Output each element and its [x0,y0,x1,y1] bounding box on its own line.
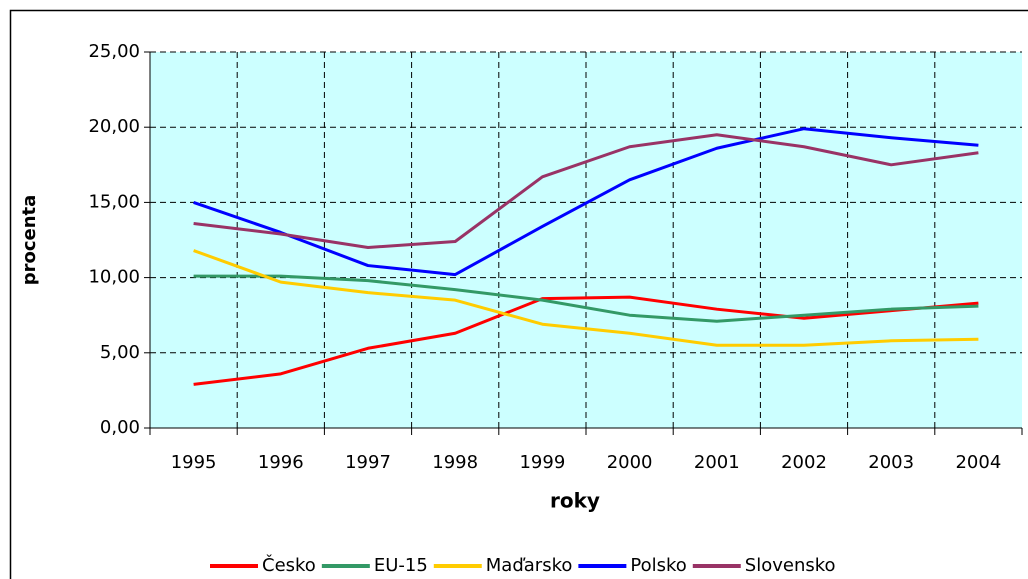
x-tick-label: 1995 [171,452,217,473]
series-line [193,274,979,323]
legend-label: Slovensko [745,555,836,576]
x-axis-label: roky [550,489,600,513]
y-tick-label: 0,00 [100,417,140,438]
legend-label: Česko [262,554,316,576]
legend-label: Maďarsko [486,555,573,576]
y-tick-label: 20,00 [88,116,140,137]
series-line [193,295,979,386]
legend-label: EU-15 [374,555,428,576]
y-tick-label: 25,00 [88,41,140,62]
plot-area [150,52,1022,428]
x-tick-label: 2004 [955,452,1001,473]
x-tick-label: 1997 [345,452,391,473]
legend-label: Polsko [630,555,686,576]
series-line [193,249,979,347]
x-tick-label: 2000 [607,452,653,473]
y-tick-label: 15,00 [88,191,140,212]
x-tick-label: 1998 [432,452,478,473]
x-tick-label: 1996 [258,452,304,473]
series-line [193,127,979,277]
y-tick-label: 10,00 [88,267,140,288]
series-line [193,133,979,250]
x-tick-label: 1999 [519,452,565,473]
x-tick-label: 2001 [694,452,740,473]
x-tick-label: 2002 [781,452,827,473]
y-axis-label: procenta [19,195,40,286]
y-tick-label: 5,00 [100,342,140,363]
x-tick-label: 2003 [868,452,914,473]
